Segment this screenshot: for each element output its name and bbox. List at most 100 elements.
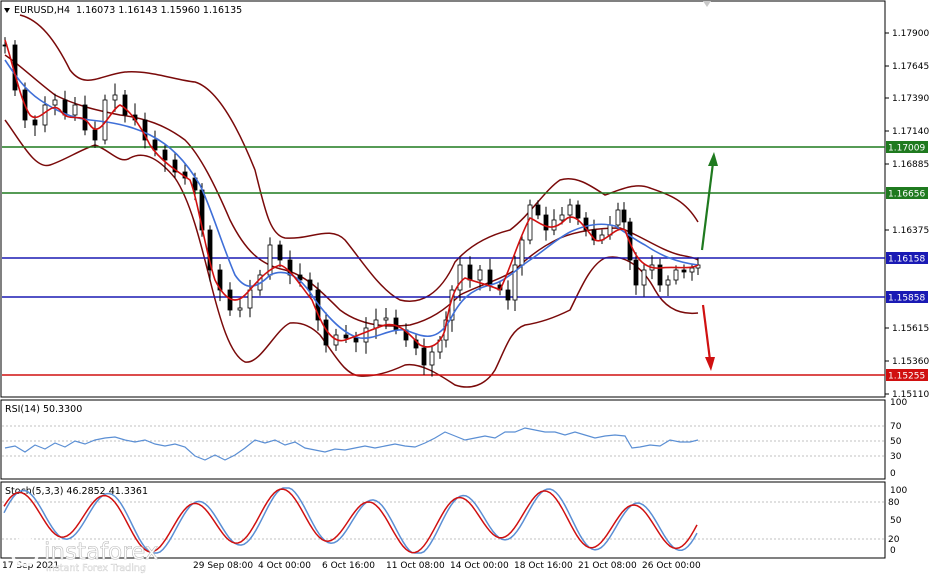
candle-body [122,94,128,116]
level-tag-text: 1.15255 [888,372,925,382]
symbol-dropdown-icon[interactable] [4,8,10,13]
candle-body [657,264,663,286]
candle-body [92,129,98,141]
candle-body [363,327,369,343]
candle-body [467,264,473,281]
candle-body [42,104,48,126]
stochastic-lines [3,487,698,554]
price-level-tags: 1.17009 1.16656 1.16158 1.15858 1.15255 [886,141,928,382]
candle-body [559,214,565,221]
candle-body [237,307,243,311]
price-tick: 1.16885 [892,160,929,170]
candle-body [72,104,78,116]
rsi-line [4,427,699,461]
candle-body [505,289,511,301]
level-tag-text: 1.17009 [888,144,925,154]
forecast-arrow-down [701,304,715,371]
candle-body [353,337,359,343]
price-tick: 1.17900 [892,29,929,39]
price-tick: 1.17140 [892,127,929,137]
candle-body [307,279,313,291]
candle-body [162,149,168,161]
candle-body [681,269,687,273]
candle-body [457,264,463,291]
rsi-panel[interactable] [0,399,886,480]
rsi-scale-tick: 70 [890,422,902,432]
stoch-label: Stoch(5,3,3) 46.2852 41.3361 [5,486,148,497]
candle-body [567,204,573,216]
bollinger-upper-band [19,14,699,302]
stoch-scale-tick: 20 [888,535,900,545]
instaforex-watermark: instaforex Instant Forex Trading [10,537,159,574]
candle-body [207,229,213,271]
stoch-main-line [3,487,698,554]
price-tick: 1.16375 [892,226,929,236]
candle-body [373,319,379,329]
candle-body [477,269,483,281]
time-tick: 18 Oct 16:00 [514,561,573,571]
candle-body [247,289,253,309]
level-tag-1.15858 [886,291,928,303]
price-tick: 1.15110 [892,390,929,400]
candle-body [152,139,158,151]
level-tag-1.16158 [886,252,928,264]
candle-body [142,119,148,141]
main-price-panel[interactable] [0,0,886,398]
candle-body [343,334,349,339]
candle-body [673,269,679,281]
candle-body [512,264,518,301]
level-tag-text: 1.16656 [888,190,925,200]
rsi-scale-max: 100 [890,398,907,408]
time-tick: 26 Oct 00:00 [642,561,701,571]
candle-body [112,94,118,101]
bollinger-lower-band [4,119,699,388]
instaforex-logo-icon [10,537,40,567]
candle-body [615,209,621,226]
time-tick: 6 Oct 16:00 [322,561,375,571]
level-tag-text: 1.16158 [888,255,925,265]
candle-body [527,204,533,241]
stoch-signal-line [3,488,698,554]
candle-body [641,269,647,286]
stoch-scale-tick: 100 [890,486,907,496]
candle-body [82,104,88,131]
time-tick: 11 Oct 08:00 [386,561,445,571]
candle-body [665,279,671,286]
candle-body [621,209,627,223]
symbol-label: EURUSD,H4 [14,5,70,16]
price-tick: 1.17390 [892,94,929,104]
forecast-arrow-up [700,152,718,251]
candle-body [52,99,58,106]
moving-average-slow [4,59,699,339]
watermark-tagline: Instant Forex Trading [46,563,146,574]
candle-body [172,159,178,173]
candle-body [519,239,525,266]
time-tick: 4 Oct 00:00 [258,561,311,571]
candle-body [393,317,399,331]
candle-body [633,259,639,286]
watermark-brand: instaforex [44,539,159,565]
ohlc-readout: 1.16073 1.16143 1.15960 1.16135 [76,5,242,16]
level-tag-1.15255 [886,369,928,381]
chart-shift-marker-icon[interactable] [703,1,711,7]
rsi-scale-tick: 30 [890,452,902,462]
rsi-scale-tick: 50 [890,437,902,447]
stoch-scale-tick: 80 [888,498,900,508]
candle-body [383,317,389,321]
time-tick: 29 Sep 08:00 [193,561,253,571]
candle-body [535,204,541,216]
candle-body [551,219,557,231]
moving-average-fast [4,39,699,348]
stoch-scale-tick: 0 [890,546,896,556]
rsi-scale-tick: 0 [890,469,896,479]
candle-body [575,204,581,219]
candle-body [429,351,435,366]
rsi-label: RSI(14) 50.3300 [5,404,82,415]
stoch-scale-tick: 50 [890,516,902,526]
arrow-down-head-icon [705,357,715,371]
price-axis: 1.17900 1.17645 1.17390 1.17140 1.16885 … [885,29,929,400]
arrow-up-head-icon [708,152,718,166]
candle-body [583,217,589,231]
